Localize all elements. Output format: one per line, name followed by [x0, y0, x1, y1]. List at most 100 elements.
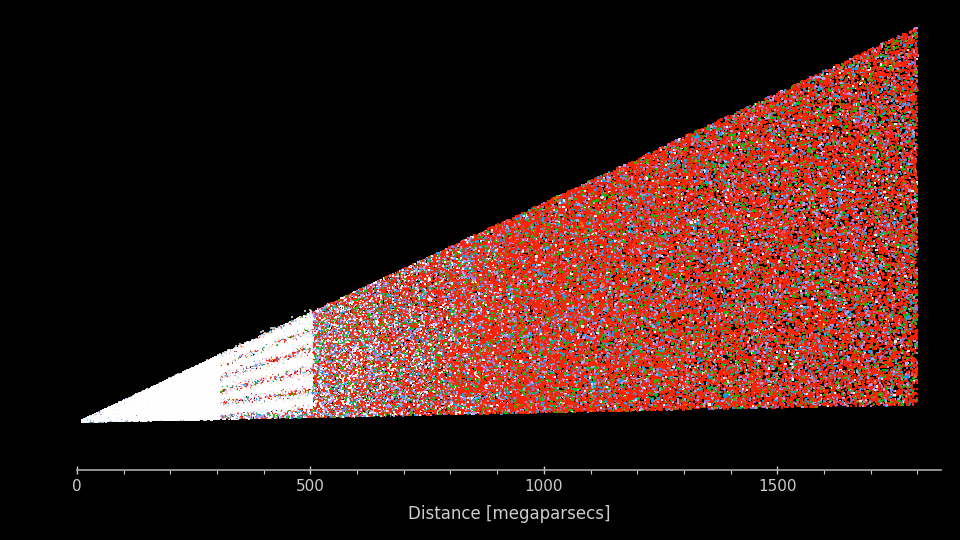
Point [688, 376, 704, 384]
Point [302, 312, 318, 321]
Point [697, 234, 712, 243]
Point [221, 381, 236, 390]
Point [593, 326, 609, 334]
Point [793, 321, 808, 330]
Point [136, 387, 152, 395]
Point [910, 187, 925, 195]
Point [273, 346, 288, 355]
Point [224, 379, 239, 388]
Point [217, 352, 232, 361]
Point [135, 402, 151, 411]
Point [413, 271, 428, 279]
Point [301, 331, 317, 340]
Point [254, 380, 270, 388]
Point [202, 370, 217, 379]
Point [758, 246, 774, 254]
Point [309, 367, 324, 375]
Point [468, 355, 484, 364]
Point [352, 401, 368, 409]
Point [132, 404, 147, 413]
Point [281, 363, 297, 372]
Point [672, 386, 687, 395]
Point [225, 356, 240, 364]
Point [111, 404, 127, 413]
Point [708, 303, 724, 312]
Point [744, 382, 759, 390]
Point [472, 260, 488, 269]
Point [545, 337, 561, 346]
Point [376, 311, 392, 320]
Point [241, 411, 256, 420]
Point [422, 338, 438, 347]
Point [661, 352, 677, 361]
Point [415, 394, 430, 402]
Point [473, 259, 489, 267]
Point [210, 370, 226, 379]
Point [186, 370, 202, 379]
Point [751, 278, 766, 287]
Point [909, 395, 924, 404]
Point [130, 401, 145, 410]
Point [100, 416, 115, 425]
Point [756, 99, 772, 108]
Point [349, 318, 365, 326]
Point [346, 300, 361, 309]
Point [263, 336, 278, 345]
Point [180, 403, 196, 412]
Point [278, 328, 294, 336]
Point [701, 364, 716, 373]
Point [152, 414, 167, 422]
Point [599, 300, 614, 308]
Point [314, 383, 329, 392]
Point [207, 412, 223, 421]
Point [490, 248, 505, 257]
Point [242, 393, 257, 402]
Point [334, 353, 349, 361]
Point [853, 327, 869, 336]
Point [592, 200, 608, 209]
Point [499, 336, 515, 345]
Point [357, 381, 372, 390]
Point [327, 320, 343, 328]
Point [278, 320, 294, 328]
Point [243, 339, 258, 347]
Point [263, 373, 278, 381]
Point [338, 358, 353, 367]
Point [144, 401, 159, 410]
Point [261, 335, 276, 344]
Point [250, 403, 265, 411]
Point [558, 393, 573, 401]
Point [108, 406, 123, 414]
Point [244, 406, 259, 414]
Point [797, 282, 812, 291]
Point [602, 200, 617, 208]
Point [116, 417, 132, 426]
Point [179, 409, 194, 418]
Point [180, 370, 195, 379]
Point [726, 383, 741, 391]
Point [201, 408, 216, 416]
Point [783, 98, 799, 107]
Point [876, 189, 892, 198]
Point [331, 336, 347, 345]
Point [185, 388, 201, 397]
Point [664, 197, 680, 206]
Point [491, 383, 506, 391]
Point [206, 361, 222, 369]
Point [343, 350, 358, 359]
Point [232, 388, 248, 397]
Point [351, 381, 367, 389]
Point [139, 404, 155, 413]
Point [256, 364, 272, 373]
Point [265, 373, 280, 381]
Point [614, 279, 630, 288]
Point [372, 312, 387, 321]
Point [192, 389, 207, 398]
Point [624, 222, 639, 231]
Point [99, 411, 114, 420]
Point [238, 405, 253, 414]
Point [145, 392, 160, 400]
Point [673, 319, 688, 328]
Point [339, 388, 354, 396]
Point [108, 409, 124, 418]
